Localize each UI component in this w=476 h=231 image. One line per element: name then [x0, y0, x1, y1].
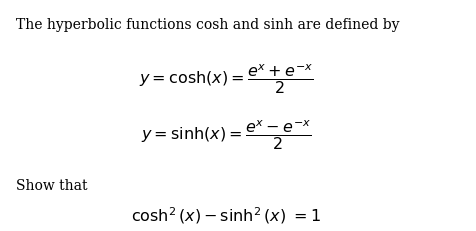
Text: $y = \sinh(x) = \dfrac{e^{x}-e^{-x}}{2}$: $y = \sinh(x) = \dfrac{e^{x}-e^{-x}}{2}$ [140, 118, 311, 152]
Text: The hyperbolic functions cosh and sinh are defined by: The hyperbolic functions cosh and sinh a… [16, 18, 399, 33]
Text: $y = \cosh(x) = \dfrac{e^{x}+e^{-x}}{2}$: $y = \cosh(x) = \dfrac{e^{x}+e^{-x}}{2}$ [139, 62, 313, 96]
Text: $\cosh^{2}(x) - \sinh^{2}(x)\ =1$: $\cosh^{2}(x) - \sinh^{2}(x)\ =1$ [131, 205, 320, 226]
Text: Show that: Show that [16, 179, 88, 193]
